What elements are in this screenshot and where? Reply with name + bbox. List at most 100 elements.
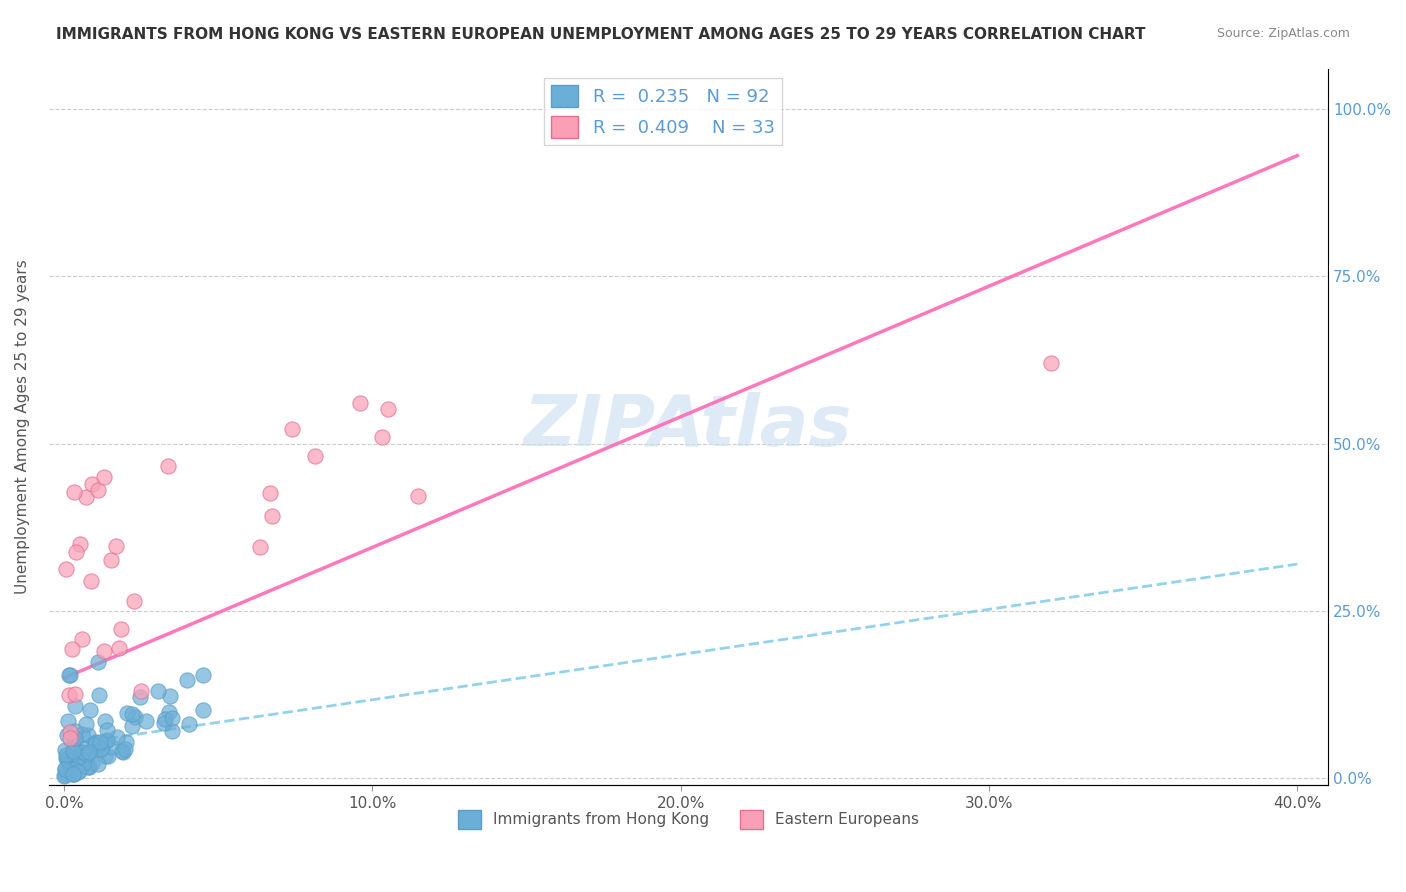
Immigrants from Hong Kong [62,767,84,781]
Immigrants from Hong Kong [66,764,89,779]
Immigrants from Hong Kong [101,739,124,754]
Immigrants from Hong Kong [53,743,76,757]
Immigrants from Hong Kong [63,767,86,781]
Immigrants from Hong Kong [62,731,84,745]
Eastern Europeans [70,632,93,647]
Immigrants from Hong Kong [70,759,93,773]
Eastern Europeans [129,684,152,698]
Eastern Europeans [124,594,146,608]
Immigrants from Hong Kong [65,744,87,758]
Immigrants from Hong Kong [117,706,139,720]
Immigrants from Hong Kong [96,733,118,747]
Immigrants from Hong Kong [159,689,181,703]
Immigrants from Hong Kong [82,737,104,751]
Eastern Europeans [55,562,77,576]
Immigrants from Hong Kong [179,717,201,731]
Immigrants from Hong Kong [124,710,146,724]
Immigrants from Hong Kong [53,768,76,782]
Eastern Europeans [304,449,326,463]
Immigrants from Hong Kong [60,765,83,780]
Eastern Europeans [69,537,91,551]
Immigrants from Hong Kong [87,757,110,772]
Eastern Europeans [260,509,283,524]
Eastern Europeans [63,687,86,701]
Immigrants from Hong Kong [90,741,112,756]
Eastern Europeans [59,724,82,739]
Eastern Europeans [1039,356,1062,370]
Immigrants from Hong Kong [121,707,143,722]
Immigrants from Hong Kong [76,728,98,742]
Immigrants from Hong Kong [87,688,110,702]
Immigrants from Hong Kong [176,673,198,687]
Immigrants from Hong Kong [112,745,135,759]
Immigrants from Hong Kong [77,745,100,759]
Immigrants from Hong Kong [67,764,90,779]
Immigrants from Hong Kong [62,746,84,760]
Immigrants from Hong Kong [160,711,183,725]
Eastern Europeans [377,401,399,416]
Eastern Europeans [157,458,180,473]
Y-axis label: Unemployment Among Ages 25 to 29 years: Unemployment Among Ages 25 to 29 years [15,260,30,594]
Immigrants from Hong Kong [84,737,107,751]
Immigrants from Hong Kong [53,762,76,776]
Immigrants from Hong Kong [148,683,170,698]
Immigrants from Hong Kong [89,742,111,756]
Immigrants from Hong Kong [58,667,80,681]
Immigrants from Hong Kong [153,712,176,726]
Immigrants from Hong Kong [77,760,100,774]
Immigrants from Hong Kong [73,756,96,770]
Eastern Europeans [406,489,429,503]
Immigrants from Hong Kong [55,728,77,742]
Immigrants from Hong Kong [56,766,79,780]
Legend: Immigrants from Hong Kong, Eastern Europeans: Immigrants from Hong Kong, Eastern Europ… [451,804,925,835]
Immigrants from Hong Kong [89,735,111,749]
Immigrants from Hong Kong [63,731,86,745]
Immigrants from Hong Kong [56,750,79,764]
Immigrants from Hong Kong [77,759,100,773]
Immigrants from Hong Kong [77,760,100,774]
Immigrants from Hong Kong [70,747,93,762]
Immigrants from Hong Kong [96,723,118,737]
Eastern Europeans [60,641,83,656]
Eastern Europeans [93,644,115,658]
Immigrants from Hong Kong [128,690,150,704]
Eastern Europeans [93,470,115,484]
Immigrants from Hong Kong [63,762,86,776]
Text: Source: ZipAtlas.com: Source: ZipAtlas.com [1216,27,1350,40]
Immigrants from Hong Kong [55,754,77,768]
Immigrants from Hong Kong [65,737,87,751]
Immigrants from Hong Kong [72,754,94,768]
Eastern Europeans [65,545,87,559]
Text: ZIPAtlas: ZIPAtlas [524,392,852,461]
Immigrants from Hong Kong [80,756,103,770]
Immigrants from Hong Kong [94,714,117,729]
Eastern Europeans [58,688,80,702]
Immigrants from Hong Kong [84,735,107,749]
Immigrants from Hong Kong [67,755,90,769]
Immigrants from Hong Kong [63,723,86,738]
Eastern Europeans [108,640,131,655]
Immigrants from Hong Kong [96,732,118,747]
Text: IMMIGRANTS FROM HONG KONG VS EASTERN EUROPEAN UNEMPLOYMENT AMONG AGES 25 TO 29 Y: IMMIGRANTS FROM HONG KONG VS EASTERN EUR… [56,27,1146,42]
Immigrants from Hong Kong [111,744,134,758]
Immigrants from Hong Kong [93,748,115,763]
Immigrants from Hong Kong [135,714,157,729]
Immigrants from Hong Kong [62,767,84,781]
Immigrants from Hong Kong [90,739,112,754]
Immigrants from Hong Kong [162,724,184,739]
Immigrants from Hong Kong [58,759,80,773]
Immigrants from Hong Kong [121,719,143,733]
Immigrants from Hong Kong [193,667,215,681]
Immigrants from Hong Kong [152,715,174,730]
Eastern Europeans [75,490,97,504]
Immigrants from Hong Kong [53,762,76,776]
Eastern Europeans [249,540,271,554]
Immigrants from Hong Kong [97,748,120,763]
Immigrants from Hong Kong [87,655,110,669]
Immigrants from Hong Kong [76,747,98,761]
Eastern Europeans [80,574,103,589]
Immigrants from Hong Kong [62,743,84,757]
Eastern Europeans [104,540,127,554]
Eastern Europeans [59,731,82,746]
Immigrants from Hong Kong [59,668,82,682]
